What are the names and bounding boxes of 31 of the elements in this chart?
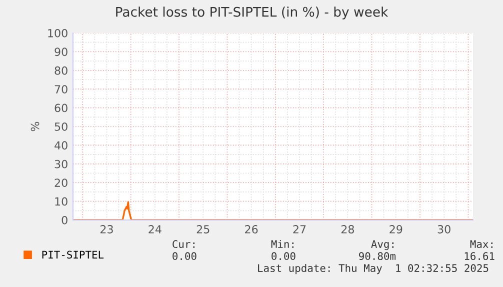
x-tick-label: 24 [148, 225, 162, 234]
legend-label: PIT-SIPTEL [42, 250, 104, 259]
x-tick-label: 26 [245, 225, 258, 234]
x-tick-label: 25 [196, 225, 210, 234]
y-tick-label: 20 [54, 178, 68, 187]
y-tick-label: 90 [54, 48, 68, 56]
chart-title: Packet loss to PIT-SIPTEL (in %) - by week [116, 6, 388, 20]
text: Min: [271, 240, 294, 248]
y-tick-label: 60 [54, 104, 68, 112]
x-tick-label: 29 [390, 225, 402, 234]
x-tick-label: 28 [341, 225, 354, 234]
y-tick-label: 40 [54, 141, 68, 150]
x-tick-label: 23 [100, 225, 113, 234]
text: Max: [470, 240, 492, 248]
y-tick-label: 30 [54, 160, 68, 168]
y-tick-label: 100 [48, 28, 68, 38]
text: 16.61 [464, 252, 494, 260]
y-tick-label: 50 [54, 122, 68, 131]
y-tick-label: 80 [54, 66, 68, 75]
y-tick-label: 10 [55, 197, 68, 206]
text: Cur: [172, 240, 194, 248]
y-axis-title: % [30, 122, 40, 132]
text: 0.00 [272, 252, 296, 260]
text: Avg: [371, 240, 394, 250]
x-tick-label: 27 [293, 225, 306, 234]
text: Last update: Thu May 1 02:32:55 2025 [258, 264, 488, 274]
y-tick-label: 0 [62, 216, 68, 224]
text: 0.00 [172, 252, 196, 260]
x-tick-label: 30 [438, 225, 450, 234]
text: 90.80m [359, 252, 396, 260]
y-tick-label: 70 [54, 85, 68, 94]
